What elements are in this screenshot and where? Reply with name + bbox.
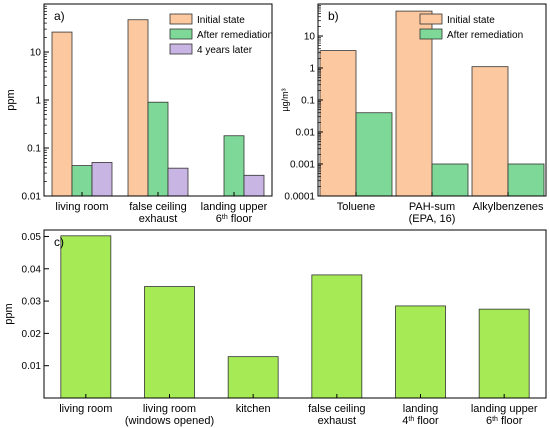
bar-3-0-2 bbox=[227, 356, 279, 399]
bar-3-0-1 bbox=[144, 286, 195, 399]
y-axis-label-3: ppm bbox=[3, 303, 15, 324]
bar-1-2-1 bbox=[167, 167, 189, 197]
y-tick-label-2-1: 0.001 bbox=[290, 160, 315, 171]
x-tick-label-3-4-0: landing bbox=[403, 403, 438, 415]
bar-2-0-0 bbox=[319, 50, 357, 197]
bar-3-0-4 bbox=[395, 305, 446, 399]
legend-label-2-1: After remediation bbox=[447, 30, 523, 41]
y-tick-label-1-0: 0.01 bbox=[22, 192, 42, 203]
y-tick-label-2-4: 1 bbox=[309, 64, 315, 75]
legend-swatch-1-1 bbox=[169, 28, 193, 40]
bar-3-0-3 bbox=[311, 274, 363, 399]
x-tick-label-3-3-1: exhaust bbox=[318, 415, 357, 427]
x-tick-label-2-1-0: PAH-sum bbox=[409, 201, 455, 213]
legend-label-1-0: Initial state bbox=[197, 15, 245, 26]
x-tick-label-2-2-0: Alkylbenzenes bbox=[473, 201, 544, 213]
bar-2-1-0 bbox=[355, 112, 393, 197]
legend-swatch-1-2 bbox=[169, 43, 193, 55]
bar-1-2-0 bbox=[91, 162, 113, 197]
y-tick-label-1-1: 0.1 bbox=[27, 144, 41, 155]
bar-2-0-1 bbox=[395, 10, 433, 197]
x-tick-label-1-2-1: 6th floor bbox=[216, 213, 253, 225]
y-axis-label-2: µg/m³ bbox=[280, 88, 290, 111]
legend-label-1-2: 4 years later bbox=[197, 45, 253, 56]
x-tick-label-3-5-1: 6th floor bbox=[486, 415, 523, 427]
legend-swatch-2-1 bbox=[419, 28, 443, 40]
x-tick-label-3-5-0: landing upper bbox=[471, 403, 538, 415]
legend-label-1-1: After remediation bbox=[197, 30, 273, 41]
bar-1-1-2 bbox=[223, 135, 245, 197]
panel-label-2: b) bbox=[328, 9, 339, 23]
legend-label-2-0: Initial state bbox=[447, 15, 495, 26]
x-tick-label-3-2-0: kitchen bbox=[236, 403, 271, 415]
y-tick-label-2-3: 0.1 bbox=[301, 96, 315, 107]
x-tick-label-3-4-1: 4th floor bbox=[402, 415, 439, 427]
x-tick-label-2-0-0: Toluene bbox=[337, 201, 376, 213]
bar-2-0-2 bbox=[471, 66, 509, 197]
x-tick-label-1-1-0: false ceiling bbox=[129, 201, 186, 213]
legend-swatch-1-0 bbox=[169, 13, 193, 25]
x-tick-label-3-3-0: false ceiling bbox=[308, 403, 365, 415]
y-tick-label-3-4: 0.05 bbox=[22, 232, 42, 243]
y-axis-label-1: ppm bbox=[5, 89, 17, 110]
y-tick-label-3-3: 0.04 bbox=[22, 264, 42, 275]
bar-3-0-0 bbox=[60, 235, 112, 399]
plot-frame-3 bbox=[43, 229, 547, 399]
bar-1-1-0 bbox=[71, 165, 93, 197]
bar-2-1-2 bbox=[507, 163, 545, 197]
panel-label-1: a) bbox=[54, 9, 65, 23]
y-tick-label-2-5: 10 bbox=[304, 32, 316, 43]
bar-1-0-0 bbox=[51, 31, 73, 197]
panel-label-3: c) bbox=[54, 235, 64, 249]
bar-1-2-2 bbox=[243, 174, 265, 197]
x-tick-label-1-2-0: landing upper bbox=[201, 201, 268, 213]
legend-swatch-2-0 bbox=[419, 13, 443, 25]
y-tick-label-2-2: 0.01 bbox=[296, 128, 316, 139]
y-tick-label-3-2: 0.03 bbox=[22, 297, 42, 308]
x-tick-label-3-1-0: living room bbox=[143, 403, 196, 415]
y-tick-label-3-0: 0.01 bbox=[22, 361, 42, 372]
x-tick-label-1-0-0: living room bbox=[55, 201, 108, 213]
x-tick-label-3-0-0: living room bbox=[59, 403, 112, 415]
y-tick-label-2-0: 0.0001 bbox=[284, 192, 315, 203]
x-tick-label-3-1-1: (windows opened) bbox=[125, 415, 214, 427]
x-tick-label-2-1-1: (EPA, 16) bbox=[409, 213, 456, 225]
bar-3-0-5 bbox=[478, 308, 530, 399]
y-tick-label-3-1: 0.02 bbox=[22, 329, 42, 340]
bar-1-0-1 bbox=[127, 19, 149, 197]
y-tick-label-1-2: 1 bbox=[35, 96, 41, 107]
y-tick-label-1-3: 10 bbox=[30, 48, 42, 59]
x-tick-label-1-1-1: exhaust bbox=[139, 213, 178, 225]
bar-2-1-1 bbox=[431, 163, 469, 197]
bar-1-1-1 bbox=[147, 101, 169, 197]
